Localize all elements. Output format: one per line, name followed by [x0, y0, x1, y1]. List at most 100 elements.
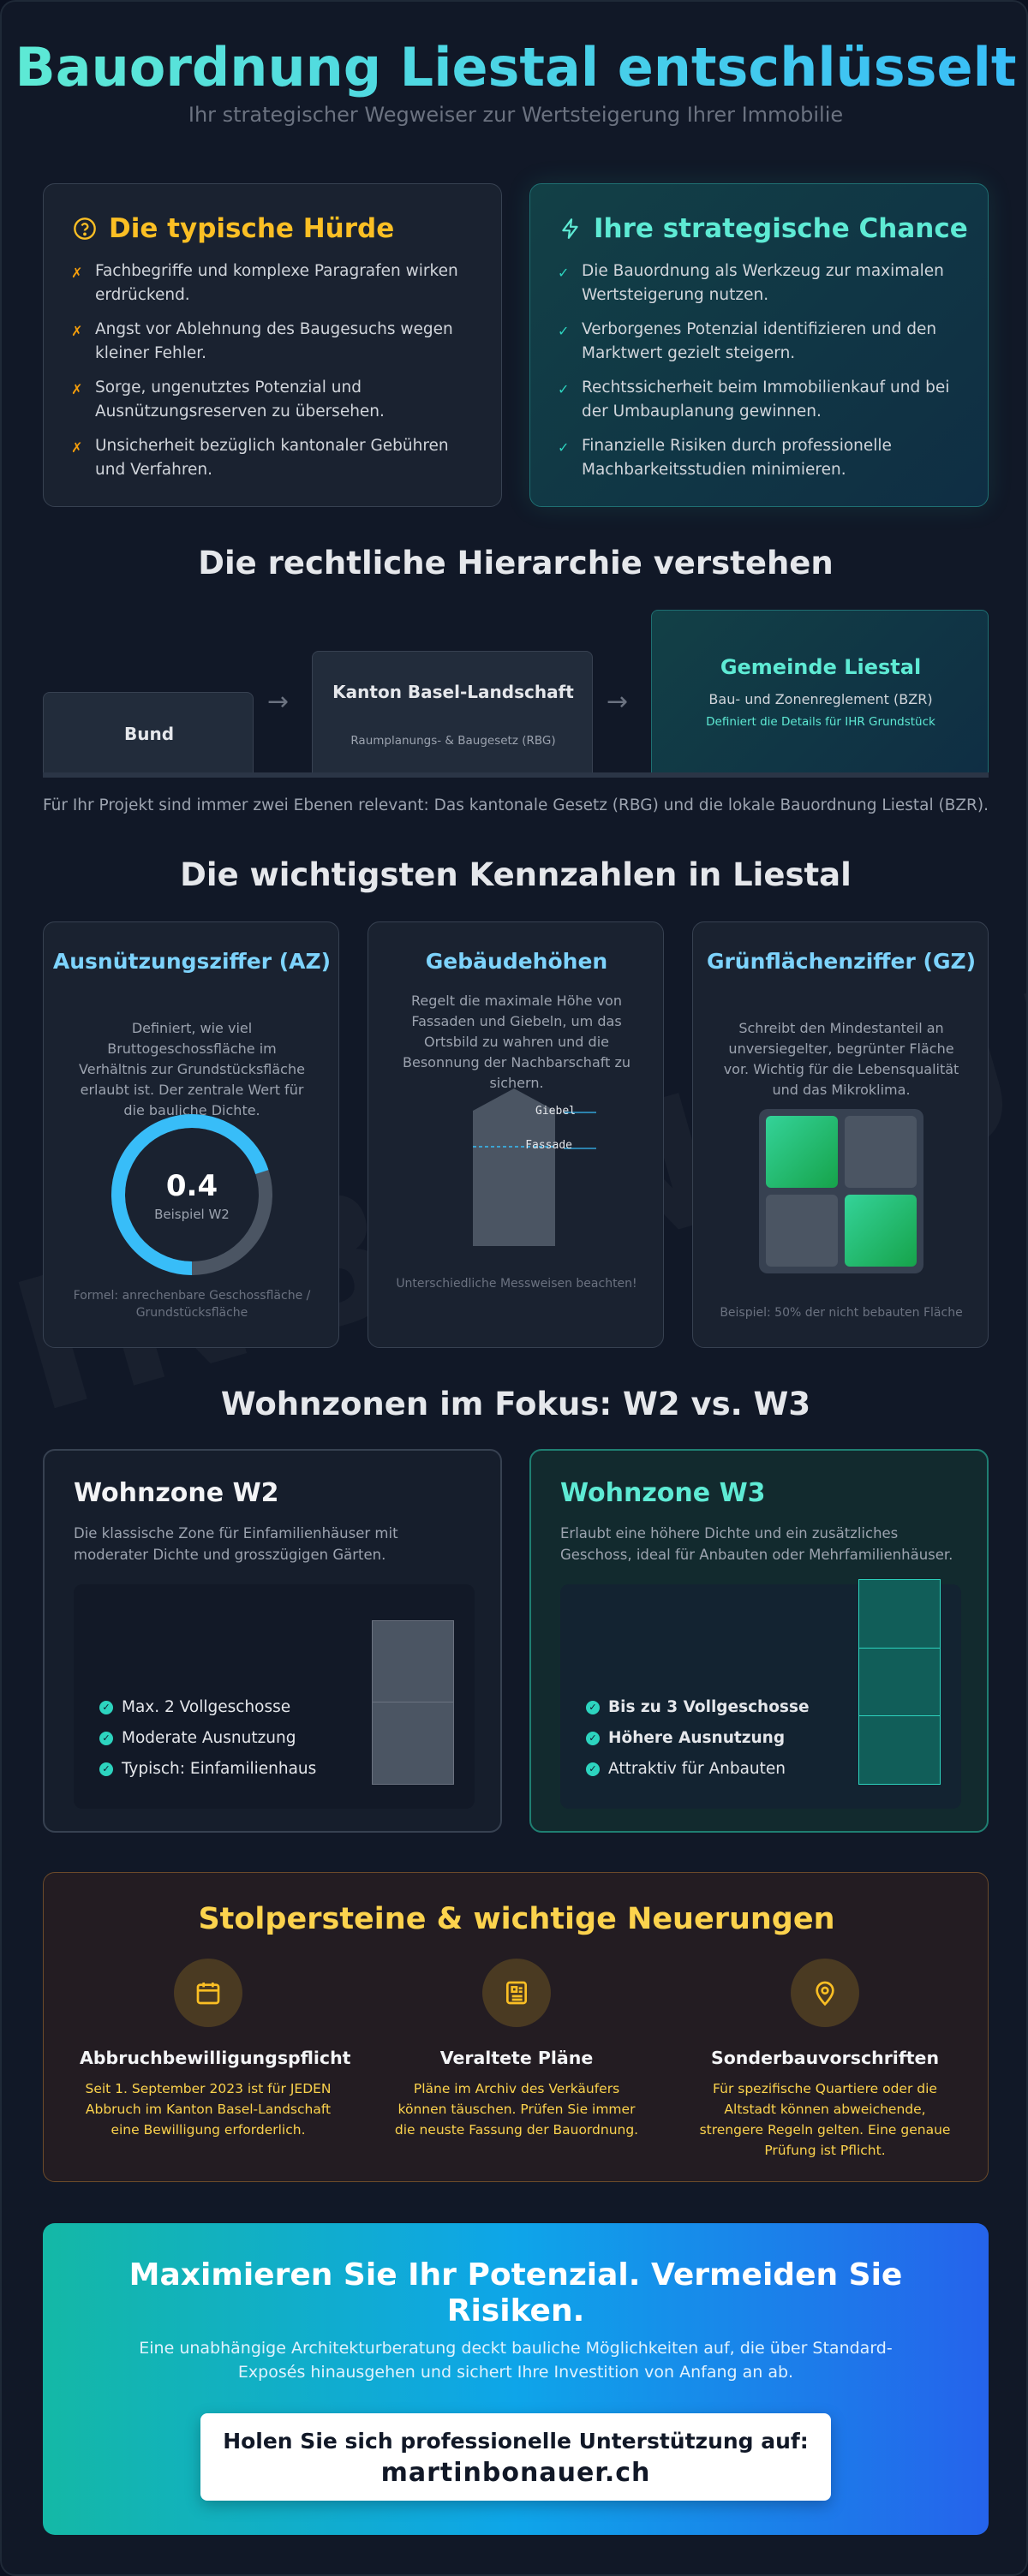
az-value-label: Beispiel W2: [154, 1207, 230, 1222]
check-circle-icon: ✓: [99, 1732, 113, 1745]
building-facade: [473, 1111, 555, 1246]
arrow-right-icon: →: [267, 687, 290, 717]
list-item-text: Höhere Ausnutzung: [608, 1729, 786, 1747]
zone-w3-list: ✓ Bis zu 3 Vollgeschosse ✓ Höhere Ausnutzu…: [586, 1692, 810, 1785]
sealed-tile: [845, 1116, 917, 1188]
pitfall-text: Seit 1. September 2023 ist für JEDEN Abb…: [85, 2081, 332, 2138]
problem-card-title: Die typische Hürde: [109, 213, 395, 244]
cta-button[interactable]: Holen Sie sich professionelle Unterstütz…: [200, 2413, 831, 2501]
lightning-icon: [562, 218, 578, 239]
list-item: ✓ Moderate Ausnutzung: [99, 1723, 316, 1754]
problem-list: ✗ Fachbegriffe und komplexe Paragrafen wi…: [71, 259, 474, 492]
sealed-tile: [766, 1195, 838, 1267]
newspaper-icon: [482, 1959, 551, 2027]
check-circle-icon: ✓: [586, 1732, 600, 1745]
list-item-text: Unsicherheit bezüglich kantonaler Gebühr…: [95, 437, 449, 479]
gz-card: Grünflächenziffer (GZ) Schreibt den Mind…: [692, 921, 989, 1348]
pitfall-text: Für spezifische Quartiere oder die Altst…: [699, 2081, 951, 2158]
cta-link[interactable]: martinbonauer.ch: [380, 2458, 651, 2488]
pitfalls-card: Stolpersteine & wichtige Neuerungen Abbr…: [43, 1872, 989, 2182]
list-item-text: Sorge, ungenutztes Potenzial und Ausnütz…: [95, 379, 385, 420]
zone-w2-card: Wohnzone W2 Die klassische Zone für Einf…: [43, 1449, 502, 1833]
check-icon: ✓: [558, 323, 570, 339]
hierarchy-level-desc: Bau- und Zonenreglement (BZR): [708, 691, 933, 707]
list-item-text: Fachbegriffe und komplexe Paragrafen wir…: [95, 262, 458, 304]
chance-card-title: Ihre strategische Chance: [594, 213, 968, 244]
check-icon: ✓: [558, 439, 570, 456]
hierarchy-level-name: Bund: [123, 724, 175, 744]
list-item-text: Angst vor Ablehnung des Baugesuchs wegen…: [95, 320, 453, 362]
az-card: Ausnützungsziffer (AZ) Definiert, wie vi…: [43, 921, 339, 1348]
check-circle-icon: ✓: [99, 1701, 113, 1714]
heights-description: Regelt die maximale Höhe von Fassaden un…: [403, 993, 631, 1091]
pitfall-title: Sonderbauvorschriften: [710, 2048, 940, 2068]
zone-w3-description: Erlaubt eine höhere Dichte und ein zusät…: [560, 1525, 953, 1563]
list-item: ✗ Fachbegriffe und komplexe Paragrafen wi…: [71, 259, 474, 307]
hierarchy-level-gemeinde: Gemeinde Liestal Bau- und Zonenreglement…: [651, 610, 989, 772]
hierarchy-level-desc: Raumplanungs- & Baugesetz (RBG): [350, 734, 556, 748]
list-item-text: Typisch: Einfamilienhaus: [122, 1760, 317, 1778]
kennzahlen-title: Die wichtigsten Kennzahlen in Liestal: [180, 856, 852, 893]
list-item-text: Bis zu 3 Vollgeschosse: [608, 1698, 810, 1716]
w3-floor: [859, 1649, 940, 1717]
az-description: Definiert, wie viel Bruttogeschossfläche…: [79, 1020, 305, 1118]
w3-building: [858, 1579, 941, 1785]
heights-footer: Unterschiedliche Messweisen beachten!: [396, 1277, 637, 1291]
list-item: ✗ Unsicherheit bezüglich kantonaler Gebüh…: [71, 434, 474, 482]
hierarchy-level-name: Gemeinde Liestal: [720, 655, 922, 679]
az-title: Ausnützungsziffer (AZ): [52, 949, 332, 974]
az-gauge: [111, 1114, 272, 1275]
list-item-text: Moderate Ausnutzung: [122, 1729, 296, 1747]
az-footer: Formel: anrechenbare Geschossfläche / Gr…: [73, 1289, 311, 1320]
zone-w2-list: ✓ Max. 2 Vollgeschosse ✓ Moderate Ausnutzu…: [99, 1692, 316, 1785]
pitfall-title: Abbruchbewilligungspflicht: [80, 2048, 351, 2068]
check-icon: ✓: [558, 381, 570, 397]
pitfall-title: Veraltete Pläne: [439, 2048, 594, 2068]
building-height-diagram: [473, 1088, 596, 1246]
list-item: ✓ Finanzielle Risiken durch professionell…: [558, 434, 960, 482]
az-gauge-fill: [111, 1114, 272, 1275]
gz-description: Schreibt den Mindestanteil an unversiege…: [723, 1020, 959, 1098]
map-pin-icon: [791, 1959, 859, 2027]
hierarchy-level-bund: Bund: [43, 692, 254, 772]
list-item-text: Verborgenes Potenzial identifizieren und…: [582, 320, 937, 362]
gz-grid: [759, 1109, 923, 1273]
page-title: Bauordnung Liestal entschlüsselt: [2, 36, 1026, 98]
zone-w2-panel: ✓ Max. 2 Vollgeschosse ✓ Moderate Ausnutzu…: [74, 1584, 475, 1809]
problem-card: Die typische Hürde ✗ Fachbegriffe und kom…: [43, 183, 502, 507]
w2-floor: [373, 1621, 453, 1702]
heights-card: Gebäudehöhen Regelt die maximale Höhe vo…: [368, 921, 664, 1348]
hierarchy-level-kanton: Kanton Basel-Landschaft Raumplanungs- & …: [312, 651, 593, 772]
list-item-text: Attraktiv für Anbauten: [608, 1760, 786, 1778]
w2-building: [372, 1620, 454, 1785]
pitfall-item: Sonderbauvorschriften Für spezifische Qu…: [696, 1959, 953, 2161]
hierarchy-baseline: [43, 772, 989, 778]
facade-label: Fassade: [525, 1139, 572, 1152]
list-item: ✗ Angst vor Ablehnung des Baugesuchs wege…: [71, 318, 474, 366]
cta-banner: Maximieren Sie Ihr Potenzial. Vermeiden …: [43, 2223, 989, 2535]
green-tile: [766, 1116, 838, 1188]
check-circle-icon: ✓: [99, 1762, 113, 1776]
check-circle-icon: ✓: [586, 1762, 600, 1776]
green-tile: [845, 1195, 917, 1267]
pitfalls-title: Stolpersteine & wichtige Neuerungen: [198, 1902, 835, 1936]
question-circle-icon: [74, 218, 96, 240]
cross-icon: ✗: [71, 323, 83, 339]
cross-icon: ✗: [71, 381, 83, 397]
zone-w2-title: Wohnzone W2: [74, 1478, 279, 1508]
az-value: 0.4: [165, 1169, 218, 1203]
hierarchy-level-extra: Definiert die Details für IHR Grundstück: [706, 715, 935, 729]
list-item-text: Rechtssicherheit beim Immobilienkauf und…: [582, 379, 950, 420]
hierarchy-note: Für Ihr Projekt sind immer zwei Ebenen r…: [42, 796, 989, 814]
list-item: ✓ Rechtssicherheit beim Immobilienkauf un…: [558, 376, 960, 424]
cta-button-label: Holen Sie sich professionelle Unterstütz…: [223, 2429, 809, 2454]
chance-card: Ihre strategische Chance ✓ Die Bauordnung…: [529, 183, 989, 507]
zone-w3-title: Wohnzone W3: [560, 1478, 766, 1508]
problem-card-header: Die typische Hürde: [73, 213, 394, 244]
gable-roof: [473, 1088, 555, 1111]
check-icon: ✓: [558, 265, 570, 281]
list-item: ✓ Die Bauordnung als Werkzeug zur maximal…: [558, 259, 960, 307]
hierarchy-level-name: Kanton Basel-Landschaft: [332, 682, 574, 702]
zones-title: Wohnzonen im Fokus: W2 vs. W3: [220, 1386, 811, 1422]
